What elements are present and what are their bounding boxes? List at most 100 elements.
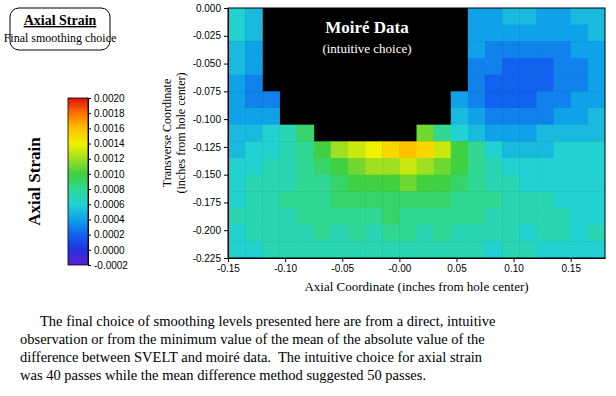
heat-cell xyxy=(417,158,435,175)
colorbar-tick: 0.0020 xyxy=(88,93,125,104)
heat-cell xyxy=(382,158,400,175)
heat-cell xyxy=(228,175,246,192)
heat-cell xyxy=(485,41,503,58)
heat-cell xyxy=(262,108,280,125)
colorbar-tick-mark xyxy=(88,265,91,266)
heat-cell xyxy=(536,158,554,175)
heat-cell xyxy=(502,8,520,25)
caption-line: difference between SVELT and moiré data.… xyxy=(20,349,483,365)
heat-cell xyxy=(399,208,417,225)
x-tick: 0.10 xyxy=(504,258,524,274)
heat-cell xyxy=(279,141,297,158)
heat-cell xyxy=(502,41,520,58)
heat-cell xyxy=(485,75,503,92)
x-axis-title: Axial Coordinate (inches from hole cente… xyxy=(304,279,528,294)
heat-cell xyxy=(451,208,469,225)
heat-cell xyxy=(536,191,554,208)
y-tick-label: -0.175 xyxy=(193,197,222,208)
heat-cell xyxy=(468,75,486,92)
colorbar-title: Axial Strain xyxy=(25,137,44,226)
heat-cell xyxy=(262,175,280,192)
heat-cell xyxy=(554,41,572,58)
chart: -0.15-0.10-0.05-0.000.050.100.150.000-0.… xyxy=(0,0,616,396)
heat-cell xyxy=(468,141,486,158)
y-tick-mark xyxy=(224,8,228,9)
heat-cell xyxy=(468,25,486,42)
heat-cell xyxy=(245,8,263,25)
colorbar-tick-mark xyxy=(88,174,91,175)
x-tick-label: -0.10 xyxy=(274,263,297,274)
heat-cell xyxy=(519,75,537,92)
y-tick-label: -0.200 xyxy=(193,225,222,236)
plot-area xyxy=(228,8,605,258)
colorbar-tick-mark xyxy=(88,235,91,236)
plot-frame xyxy=(228,8,605,258)
y-tick-label: -0.025 xyxy=(193,30,222,41)
heat-cell xyxy=(399,141,417,158)
heat-cell xyxy=(571,41,589,58)
heat-cell xyxy=(536,208,554,225)
heat-cell xyxy=(365,225,383,242)
heat-cell xyxy=(554,158,572,175)
heat-cell xyxy=(554,108,572,125)
colorbar-tick-label: 0.0006 xyxy=(94,199,125,210)
heat-cell xyxy=(365,191,383,208)
y-tick: -0.050 xyxy=(193,58,228,69)
heat-cell xyxy=(536,75,554,92)
colorbar-tick: 0.0008 xyxy=(88,184,125,195)
heat-cell xyxy=(451,241,469,258)
heat-cell xyxy=(519,41,537,58)
x-tick-mark xyxy=(399,258,400,262)
heat-cell xyxy=(297,141,315,158)
heat-cell xyxy=(262,191,280,208)
heat-cell xyxy=(451,125,469,142)
caption-line: observation or from the minimum value of… xyxy=(20,331,485,347)
colorbar-tick-label: 0.0008 xyxy=(94,184,125,195)
heat-cell xyxy=(519,225,537,242)
heat-cell xyxy=(451,108,469,125)
heat-cell xyxy=(554,191,572,208)
heat-cell xyxy=(399,175,417,192)
heat-cell xyxy=(245,108,263,125)
heat-cell xyxy=(331,241,349,258)
colorbar-tick: 0.0010 xyxy=(88,169,125,180)
heat-cell xyxy=(502,91,520,108)
heat-cell xyxy=(331,208,349,225)
heat-cell xyxy=(502,125,520,142)
heat-cell xyxy=(451,191,469,208)
heat-cell xyxy=(502,108,520,125)
heat-cell xyxy=(468,58,486,75)
heat-cell xyxy=(588,158,605,175)
heat-cell xyxy=(279,175,297,192)
y-tick-mark xyxy=(224,202,228,203)
heat-cell xyxy=(485,58,503,75)
x-axis-line xyxy=(229,258,606,259)
colorbar-tick: 0.0018 xyxy=(88,108,125,119)
heat-cell xyxy=(365,208,383,225)
heat-cell xyxy=(588,91,605,108)
heat-cell xyxy=(571,58,589,75)
heat-cell xyxy=(245,125,263,142)
heat-cell xyxy=(571,175,589,192)
heat-cell xyxy=(519,58,537,75)
colorbar-tick-mark xyxy=(88,159,91,160)
heat-cell xyxy=(279,158,297,175)
x-tick: 0.05 xyxy=(447,258,467,274)
colorbar-tick-label: 0.0016 xyxy=(94,123,125,134)
y-tick-label: -0.150 xyxy=(193,169,222,180)
heat-cell xyxy=(434,158,452,175)
y-tick-mark xyxy=(224,119,228,120)
heat-cell xyxy=(262,158,280,175)
heat-cell xyxy=(331,158,349,175)
y-axis: 0.000-0.025-0.050-0.075-0.100-0.125-0.15… xyxy=(193,3,229,264)
heat-cell xyxy=(554,58,572,75)
heat-cell xyxy=(245,241,263,258)
heat-cell xyxy=(485,91,503,108)
heat-cell xyxy=(417,175,435,192)
colorbar-axis-line xyxy=(88,99,89,266)
heat-cell xyxy=(245,175,263,192)
heat-cell xyxy=(434,141,452,158)
colorbar xyxy=(68,98,88,265)
y-axis-line xyxy=(228,9,229,259)
heat-cell xyxy=(417,208,435,225)
